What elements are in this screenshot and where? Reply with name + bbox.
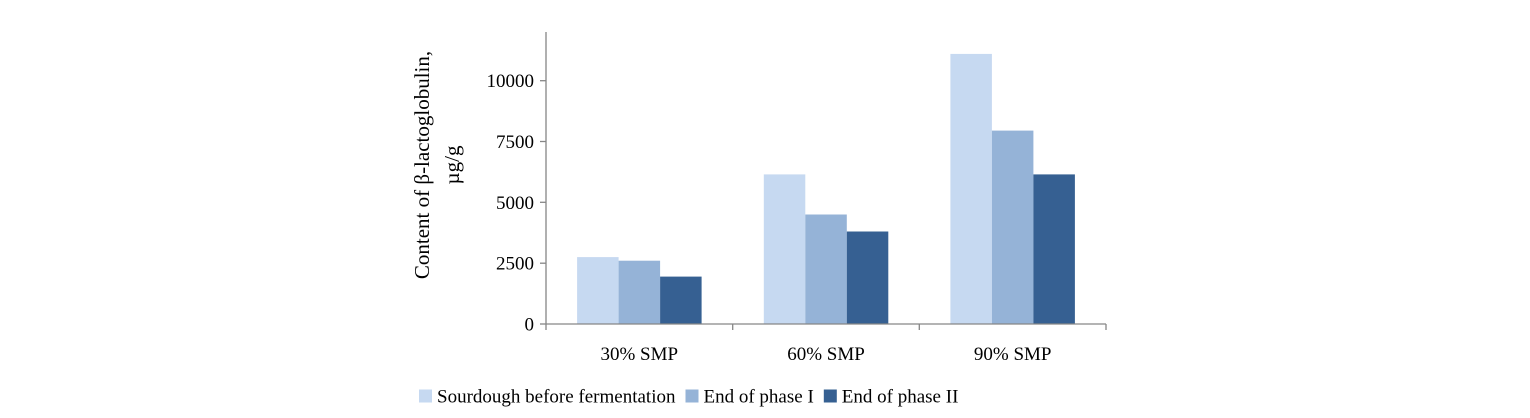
y-tick-label: 7500 [496,132,534,153]
x-category-label: 90% SMP [974,344,1052,365]
bar-1-2 [763,174,806,324]
y-axis: 0 2500 5000 7500 10000 [487,32,547,336]
y-tick-label: 5000 [496,193,534,214]
legend-label-3: End of phase II [842,387,959,408]
y-axis-title-line-2: µg/g [440,145,464,184]
legend-label-1: Sourdough before fermentation [437,387,676,408]
y-axis-title-line-1: Content of β-lactoglobulin, [410,51,434,279]
bar-3-1 [660,276,702,324]
bar-2-1 [618,260,661,324]
x-axis: 30% SMP 60% SMP 90% SMP [545,323,1107,365]
legend-swatch-1 [419,389,432,403]
y-tick-label: 10000 [487,71,535,92]
legend-label-2: End of phase I [704,387,814,408]
y-tick-label: 2500 [496,254,534,275]
bar-1-1 [577,257,619,324]
bar-1-3 [950,53,992,325]
legend: Sourdough before fermentation End of phas… [419,387,958,408]
y-tick-label: 0 [525,315,535,336]
y-axis-title: Content of β-lactoglobulin, µg/g [410,51,464,279]
x-category-label: 60% SMP [787,344,865,365]
legend-swatch-2 [685,389,699,403]
x-category-label: 30% SMP [600,344,678,365]
bar-2-2 [805,214,847,324]
bars-group [577,53,1075,325]
bar-3-3 [1033,174,1075,324]
bar-3-2 [846,231,889,324]
legend-swatch-3 [823,389,837,403]
bar-2-3 [991,130,1034,324]
